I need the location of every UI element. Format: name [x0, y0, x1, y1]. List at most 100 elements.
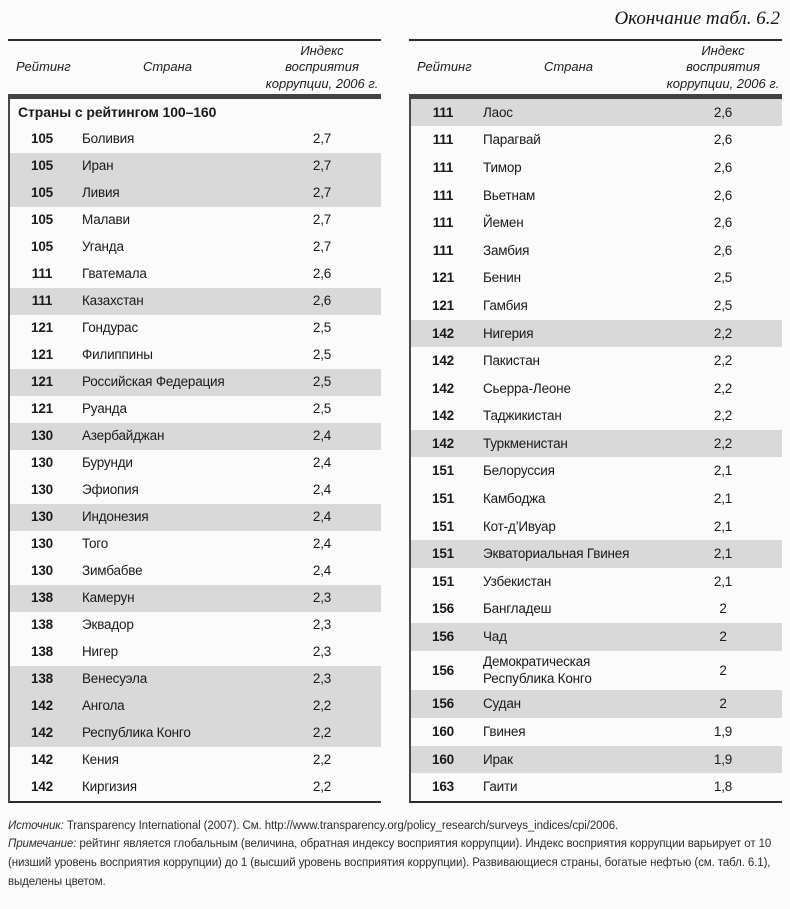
- cell-index: 2,5: [312, 401, 332, 417]
- cell-rating: 142: [31, 779, 53, 795]
- cell-country: Туркменистан: [483, 435, 568, 451]
- cell-rating: 111: [432, 132, 454, 148]
- table-right-header: Рейтинг Страна Индекс восприятия коррупц…: [409, 39, 782, 94]
- source-label: Источник:: [8, 819, 64, 832]
- cell-country: Азербайджан: [82, 428, 165, 444]
- cell-index: 2,6: [312, 293, 332, 309]
- table-row: 142 Кения 2,2: [10, 747, 381, 774]
- cell-country: Кения: [82, 752, 119, 768]
- cell-country: Замбия: [483, 242, 530, 258]
- cell-index: 2: [719, 601, 727, 617]
- table-row: 156 Демократическая Республика Конго 2: [411, 651, 782, 691]
- cell-country: Белоруссия: [483, 463, 555, 479]
- cell-rating: 151: [432, 463, 454, 479]
- cell-country: Гаити: [483, 779, 518, 795]
- cell-index: 2: [719, 696, 727, 712]
- cell-rating: 121: [31, 347, 53, 363]
- table-right-body: 111 Лаос 2,6 111 Парагвай 2,6 111 Тимор 2,6 111 Вь…: [409, 98, 782, 803]
- table-row: 130 Того 2,4: [10, 531, 381, 558]
- cell-country: Бенин: [483, 270, 521, 286]
- cell-index: 2,3: [312, 671, 332, 687]
- cell-country: Ливия: [82, 185, 120, 201]
- table-caption: Окончание табл. 6.2: [614, 8, 780, 29]
- table-row: 111 Гватемала 2,6: [10, 261, 381, 288]
- cell-country: Парагвай: [483, 132, 541, 148]
- cell-rating: 130: [31, 536, 53, 552]
- cell-rating: 130: [31, 428, 53, 444]
- cell-index: 2,7: [312, 185, 332, 201]
- cell-index: 1,9: [713, 723, 733, 739]
- cell-index: 2,4: [312, 536, 332, 552]
- cell-rating: 142: [31, 725, 53, 741]
- table-row: 142 Нигерия 2,2: [411, 319, 782, 348]
- table-row: 151 Экваториальная Гвинея 2,1: [411, 540, 782, 568]
- comment-label: Примечание:: [8, 838, 77, 851]
- cell-rating: 105: [31, 185, 53, 201]
- table-row: 130 Азербайджан 2,4: [10, 422, 381, 450]
- cell-index: 2,2: [312, 698, 332, 714]
- cell-rating: 151: [432, 491, 454, 507]
- header-divider-bar: [409, 93, 782, 99]
- cell-country: Индонезия: [82, 509, 149, 525]
- table-row: 156 Судан 2: [411, 690, 782, 718]
- cell-index: 2,6: [713, 242, 733, 258]
- cell-index: 2,5: [713, 270, 733, 286]
- cell-index: 2,4: [312, 428, 332, 444]
- table-row: 163 Гаити 1,8: [411, 773, 782, 801]
- cell-rating: 142: [432, 435, 454, 451]
- cell-index: 2,6: [713, 215, 733, 231]
- cell-index: 2,2: [713, 435, 733, 451]
- cell-country: Бангладеш: [483, 601, 552, 617]
- cell-index: 2,2: [713, 408, 733, 424]
- cell-index: 2,2: [312, 725, 332, 741]
- cell-rating: 142: [432, 353, 454, 369]
- table-row: 111 Лаос 2,6: [411, 98, 782, 127]
- cell-index: 2,3: [312, 644, 332, 660]
- cell-country: Лаос: [483, 104, 513, 120]
- cell-country: Российская Федерация: [82, 374, 225, 390]
- table-row: 156 Бангладеш 2: [411, 595, 782, 623]
- table-right: Рейтинг Страна Индекс восприятия коррупц…: [409, 39, 782, 803]
- table-row: 138 Эквадор 2,3: [10, 612, 381, 639]
- table-row: 121 Руанда 2,5: [10, 396, 381, 423]
- table-row: 151 Камбоджа 2,1: [411, 485, 782, 513]
- cell-country: Йемен: [483, 215, 524, 231]
- cell-index: 2,2: [312, 779, 332, 795]
- table-row: 121 Российская Федерация 2,5: [10, 368, 381, 396]
- cell-index: 2,1: [713, 518, 733, 534]
- cell-country: Камбоджа: [483, 491, 546, 507]
- source-note: Источник: Transparency International (20…: [8, 817, 782, 836]
- cell-index: 2,2: [713, 353, 733, 369]
- cell-rating: 142: [31, 752, 53, 768]
- cell-country: Чад: [483, 629, 507, 645]
- cell-index: 2,7: [312, 212, 332, 228]
- cell-rating: 130: [31, 455, 53, 471]
- cell-index: 2,6: [713, 159, 733, 175]
- cell-country: Вьетнам: [483, 187, 536, 203]
- cell-index: 2,6: [713, 104, 733, 120]
- table-row: 138 Камерун 2,3: [10, 584, 381, 612]
- cell-index: 2,1: [713, 463, 733, 479]
- col-header-index: Индекс восприятия коррупции, 2006 г.: [666, 43, 780, 91]
- cell-country: Пакистан: [483, 353, 540, 369]
- cell-index: 2: [719, 629, 727, 645]
- table-row: 105 Иран 2,7: [10, 152, 381, 180]
- tables-container: Рейтинг Страна Индекс восприятия коррупц…: [8, 39, 782, 803]
- table-row: 130 Эфиопия 2,4: [10, 477, 381, 504]
- cell-index: 2,2: [713, 325, 733, 341]
- table-row: 160 Гвинея 1,9: [411, 718, 782, 746]
- cell-index: 2,4: [312, 509, 332, 525]
- cell-rating: 138: [31, 617, 53, 633]
- table-row: 121 Гондурас 2,5: [10, 315, 381, 342]
- group-header: Страны с рейтингом 100–160: [18, 104, 217, 121]
- cell-country: Уганда: [82, 239, 124, 255]
- cell-index: 2,2: [312, 752, 332, 768]
- table-row: 111 Вьетнам 2,6: [411, 182, 782, 210]
- cell-rating: 105: [31, 212, 53, 228]
- cell-rating: 156: [432, 662, 454, 678]
- cell-rating: 163: [432, 779, 454, 795]
- cell-index: 2,4: [312, 455, 332, 471]
- cell-index: 1,8: [713, 779, 733, 795]
- cell-country: Иран: [82, 158, 114, 174]
- col-header-rating: Рейтинг: [16, 59, 71, 75]
